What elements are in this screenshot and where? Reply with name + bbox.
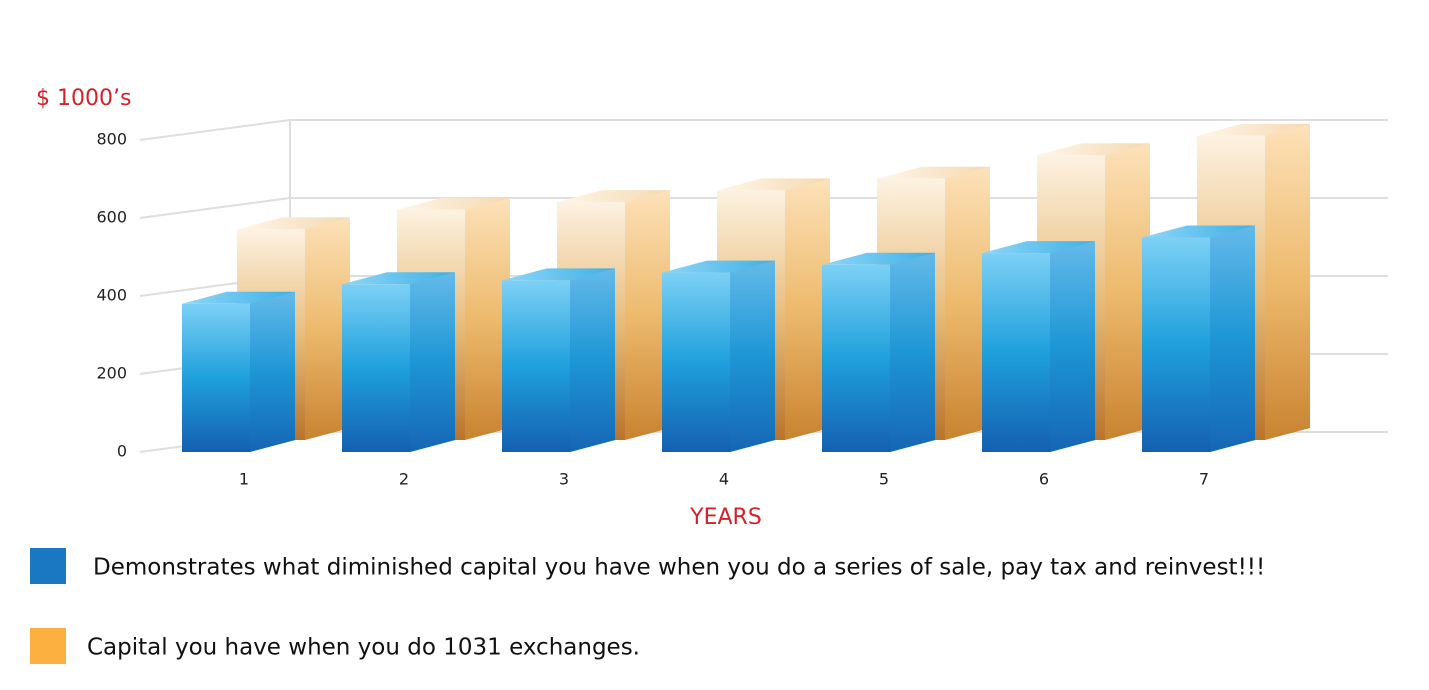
- x-tick-label: 4: [719, 470, 729, 489]
- x-axis-label: YEARS: [689, 505, 762, 530]
- bar: [502, 280, 570, 452]
- bar-side-shade: [250, 291, 295, 452]
- legend-label: Demonstrates what diminished capital you…: [93, 555, 1265, 581]
- bar: [1142, 237, 1210, 452]
- bar-top: [982, 241, 1095, 254]
- legend-swatch: [30, 548, 66, 584]
- bar-top: [1197, 123, 1310, 136]
- bar-top: [557, 190, 670, 203]
- bar: [342, 284, 410, 452]
- bar-side-shade: [1105, 143, 1150, 441]
- legend-swatch: [30, 628, 66, 664]
- bar-side-shade: [1265, 123, 1310, 441]
- x-tick-label: 7: [1199, 470, 1209, 489]
- bar-side-shade: [305, 217, 350, 440]
- bar-top: [397, 197, 510, 210]
- bar-side-shade: [785, 178, 830, 440]
- bar-top: [717, 178, 830, 191]
- x-tick-label: 2: [399, 470, 409, 489]
- bars: [182, 123, 1310, 452]
- y-tick-label: 400: [96, 286, 127, 305]
- bar-top: [1142, 225, 1255, 238]
- x-tick-label: 6: [1039, 470, 1049, 489]
- bar-side-shade: [890, 252, 935, 452]
- bar-side-shade: [730, 260, 775, 452]
- bar: [182, 303, 250, 452]
- bar-top: [502, 268, 615, 281]
- bar: [982, 253, 1050, 452]
- bar-top: [342, 272, 455, 285]
- bar: [662, 272, 730, 452]
- bar-side-shade: [465, 197, 510, 440]
- x-tick-label: 3: [559, 470, 569, 489]
- bar-side-shade: [1210, 225, 1255, 452]
- bar-side-shade: [625, 190, 670, 440]
- y-tick-label: 200: [96, 364, 127, 383]
- bar-top: [822, 252, 935, 265]
- y-axis-label: $ 1000’s: [36, 86, 131, 111]
- bar-top: [182, 291, 295, 304]
- bar-side-shade: [1050, 241, 1095, 452]
- bar-side-shade: [410, 272, 455, 452]
- bar: [822, 264, 890, 452]
- legend: Demonstrates what diminished capital you…: [30, 548, 1265, 664]
- bar-top: [237, 217, 350, 230]
- y-tick-label: 600: [96, 208, 127, 227]
- bar-side-shade: [945, 166, 990, 440]
- bar-top: [1037, 143, 1150, 156]
- legend-label: Capital you have when you do 1031 exchan…: [87, 635, 640, 661]
- y-tick-label: 0: [117, 442, 127, 461]
- bar-side-shade: [570, 268, 615, 452]
- bar-top: [877, 166, 990, 179]
- y-tick-label: 800: [96, 130, 127, 149]
- x-tick-label: 5: [879, 470, 889, 489]
- x-tick-label: 1: [239, 470, 249, 489]
- bar-top: [662, 260, 775, 273]
